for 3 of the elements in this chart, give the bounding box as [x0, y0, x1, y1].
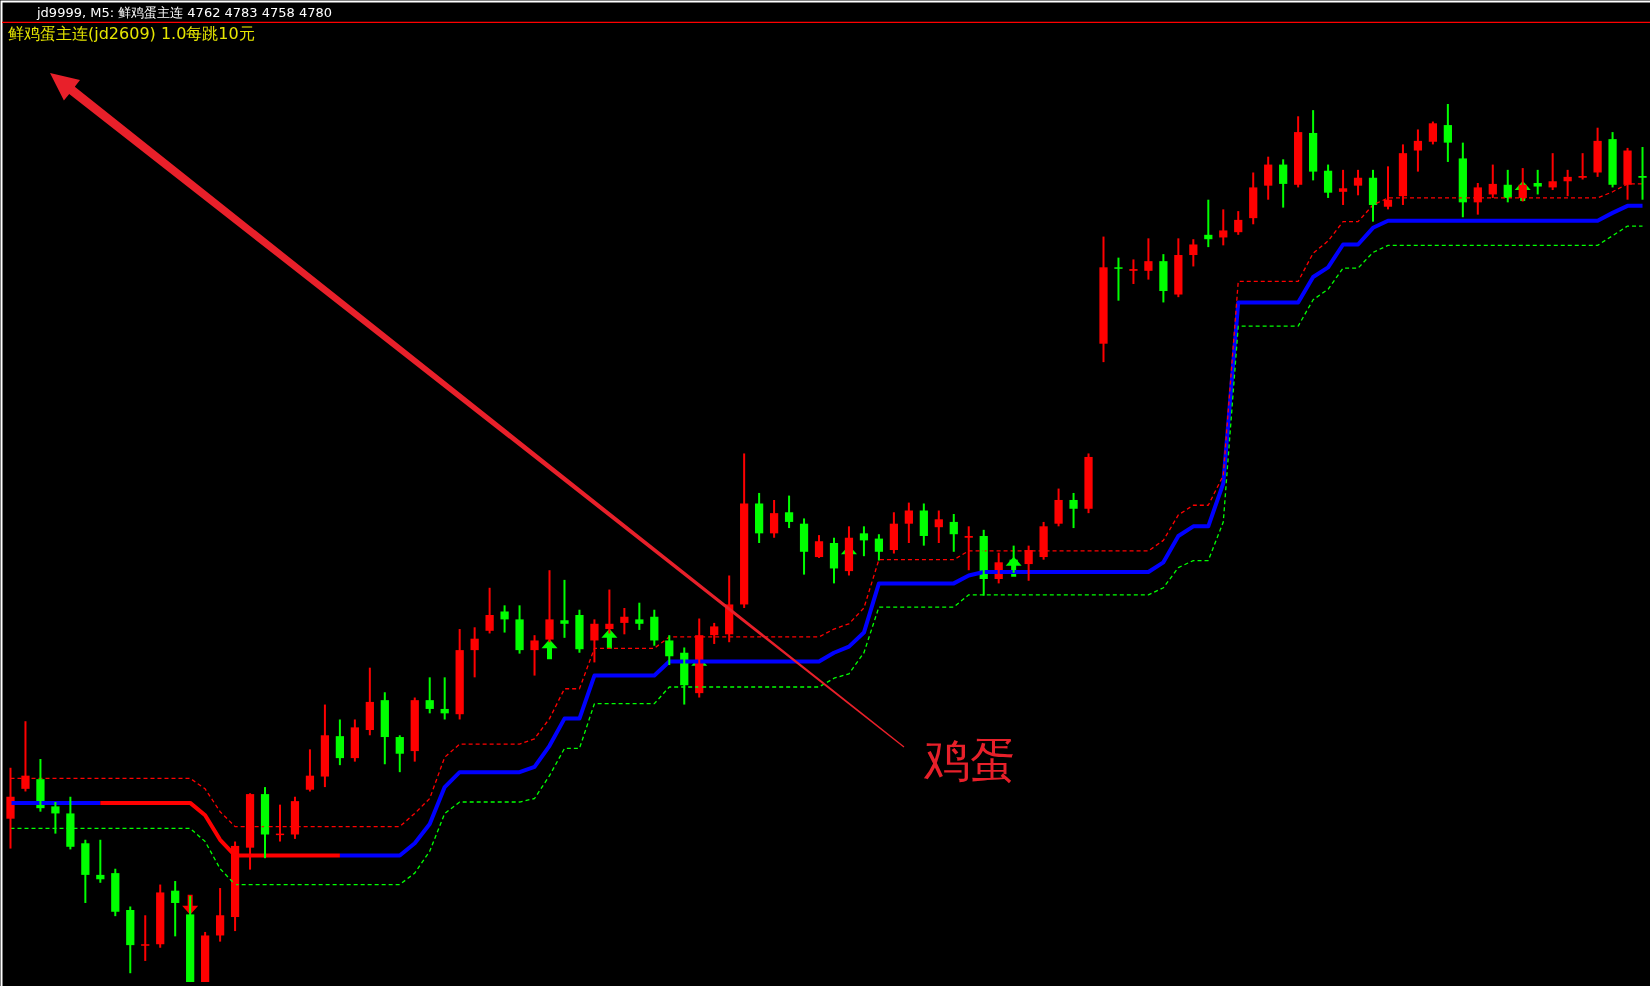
title: jd9999, M5: 鲜鸡蛋主连 4762 4783 4758 4780	[37, 5, 333, 20]
subtitle: 鲜鸡蛋主连(jd2609) 1.0每跳10元	[8, 24, 255, 43]
annotation: 鸡蛋	[924, 733, 1016, 787]
